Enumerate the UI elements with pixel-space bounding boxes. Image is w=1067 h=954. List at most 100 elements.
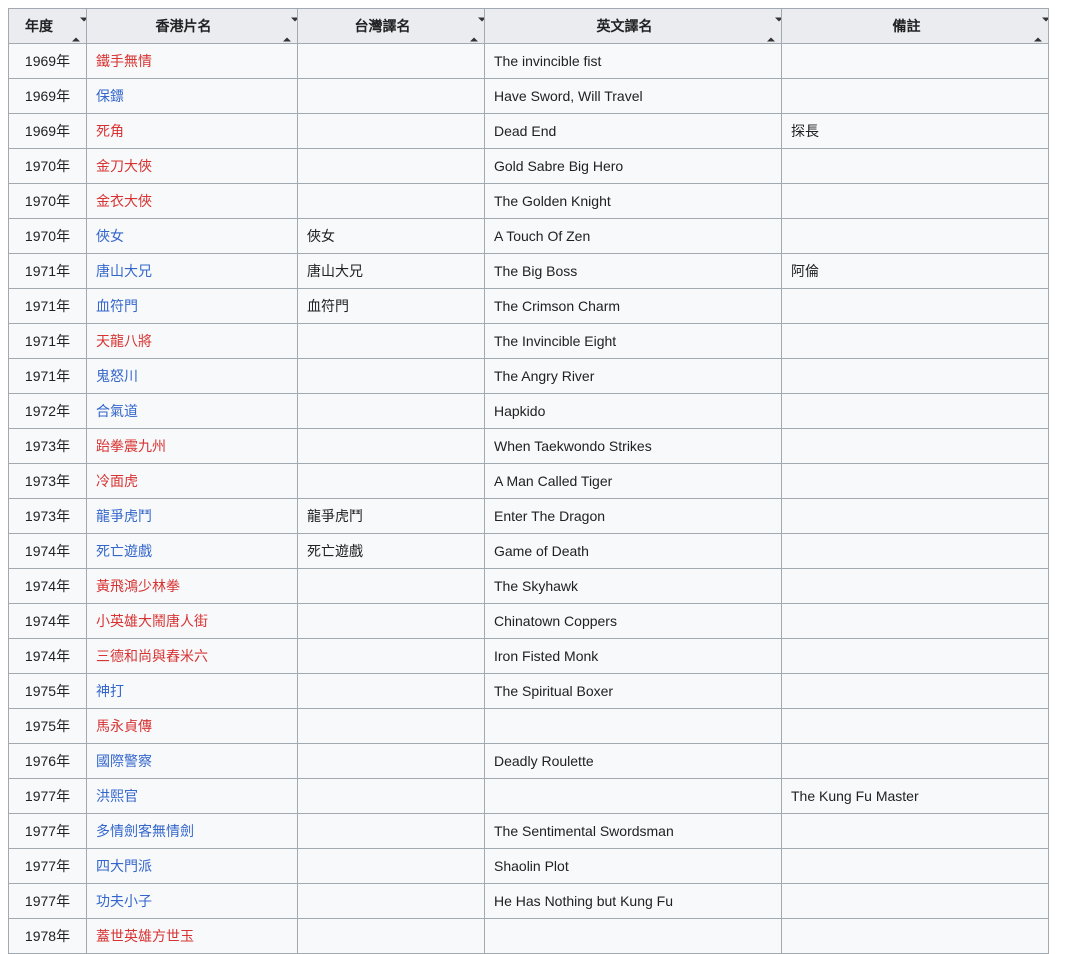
hk-title-cell: 三德和尚與舂米六 (86, 638, 298, 674)
year-cell: 1969年 (8, 43, 87, 79)
tw-title-cell (297, 43, 485, 79)
tw-title-cell (297, 883, 485, 919)
notes-cell (781, 498, 1049, 534)
hk-title-link[interactable]: 唐山大兄 (96, 263, 152, 279)
hk-title-link[interactable]: 龍爭虎鬥 (96, 508, 152, 524)
year-cell: 1970年 (8, 218, 87, 254)
en-title-cell (484, 708, 782, 744)
tw-title-cell (297, 183, 485, 219)
table-row: 1969年 死角 Dead End 探長 (8, 113, 1049, 149)
tw-title-cell: 俠女 (297, 218, 485, 254)
col-header-year[interactable]: 年度 (8, 8, 87, 44)
hk-title-link[interactable]: 神打 (96, 683, 124, 699)
year-cell: 1978年 (8, 918, 87, 954)
col-header-tw-title[interactable]: 台灣譯名 (297, 8, 485, 44)
table-row: 1970年 金刀大俠 Gold Sabre Big Hero (8, 148, 1049, 184)
en-title-cell (484, 918, 782, 954)
table-row: 1974年 黃飛鴻少林拳 The Skyhawk (8, 568, 1049, 604)
hk-title-link[interactable]: 馬永貞傳 (96, 718, 152, 734)
notes-cell (781, 533, 1049, 569)
table-row: 1977年 洪熙官 The Kung Fu Master (8, 778, 1049, 814)
col-header-notes[interactable]: 備註 (781, 8, 1049, 44)
en-title-cell: The Big Boss (484, 253, 782, 289)
tw-title-cell (297, 708, 485, 744)
en-title-cell: The Golden Knight (484, 183, 782, 219)
hk-title-cell: 洪熙官 (86, 778, 298, 814)
col-header-notes-label: 備註 (892, 18, 921, 34)
year-cell: 1969年 (8, 113, 87, 149)
hk-title-link[interactable]: 冷面虎 (96, 473, 138, 489)
table-body: 1969年 鐵手無情 The invincible fist 1969年 保鏢 Have … (8, 43, 1049, 954)
table-row: 1978年 蓋世英雄方世玉 (8, 918, 1049, 954)
hk-title-link[interactable]: 多情劍客無情劍 (96, 823, 194, 839)
hk-title-link[interactable]: 蓋世英雄方世玉 (96, 928, 194, 944)
en-title-cell: Shaolin Plot (484, 848, 782, 884)
hk-title-link[interactable]: 四大門派 (96, 858, 152, 874)
en-title-cell: Enter The Dragon (484, 498, 782, 534)
tw-title-cell (297, 743, 485, 779)
hk-title-link[interactable]: 金刀大俠 (96, 158, 152, 174)
hk-title-link[interactable]: 保鏢 (96, 88, 124, 104)
table-row: 1973年 冷面虎 A Man Called Tiger (8, 463, 1049, 499)
hk-title-link[interactable]: 鬼怒川 (96, 368, 138, 384)
hk-title-link[interactable]: 國際警察 (96, 753, 152, 769)
year-cell: 1977年 (8, 778, 87, 814)
hk-title-cell: 神打 (86, 673, 298, 709)
hk-title-link[interactable]: 洪熙官 (96, 788, 138, 804)
en-title-cell: A Man Called Tiger (484, 463, 782, 499)
notes-cell (781, 183, 1049, 219)
en-title-cell: The Skyhawk (484, 568, 782, 604)
col-header-hk-title[interactable]: 香港片名 (86, 8, 298, 44)
year-cell: 1970年 (8, 148, 87, 184)
hk-title-link[interactable]: 跆拳震九州 (96, 438, 166, 454)
hk-title-cell: 跆拳震九州 (86, 428, 298, 464)
header-row: 年度 香港片名 台灣譯名 英文譯名 備註 (8, 8, 1049, 44)
table-row: 1974年 小英雄大鬧唐人街 Chinatown Coppers (8, 603, 1049, 639)
year-cell: 1970年 (8, 183, 87, 219)
table-row: 1969年 鐵手無情 The invincible fist (8, 43, 1049, 79)
hk-title-cell: 冷面虎 (86, 463, 298, 499)
hk-title-link[interactable]: 俠女 (96, 228, 124, 244)
en-title-cell: Gold Sabre Big Hero (484, 148, 782, 184)
hk-title-cell: 俠女 (86, 218, 298, 254)
tw-title-cell: 血符門 (297, 288, 485, 324)
tw-title-cell (297, 148, 485, 184)
hk-title-link[interactable]: 死角 (96, 123, 124, 139)
col-header-en-title-label: 英文譯名 (596, 18, 653, 34)
col-header-en-title[interactable]: 英文譯名 (484, 8, 782, 44)
en-title-cell: The Spiritual Boxer (484, 673, 782, 709)
hk-title-link[interactable]: 金衣大俠 (96, 193, 152, 209)
notes-cell (781, 218, 1049, 254)
hk-title-link[interactable]: 小英雄大鬧唐人街 (96, 613, 208, 629)
notes-cell (781, 428, 1049, 464)
notes-cell (781, 148, 1049, 184)
notes-cell (781, 638, 1049, 674)
hk-title-cell: 鬼怒川 (86, 358, 298, 394)
hk-title-cell: 多情劍客無情劍 (86, 813, 298, 849)
en-title-cell: Chinatown Coppers (484, 603, 782, 639)
hk-title-cell: 蓋世英雄方世玉 (86, 918, 298, 954)
tw-title-cell (297, 813, 485, 849)
col-header-year-label: 年度 (25, 18, 53, 34)
hk-title-link[interactable]: 功夫小子 (96, 893, 152, 909)
en-title-cell: Have Sword, Will Travel (484, 78, 782, 114)
en-title-cell: Hapkido (484, 393, 782, 429)
hk-title-link[interactable]: 死亡遊戲 (96, 543, 152, 559)
year-cell: 1974年 (8, 568, 87, 604)
tw-title-cell (297, 323, 485, 359)
tw-title-cell: 死亡遊戲 (297, 533, 485, 569)
hk-title-cell: 金衣大俠 (86, 183, 298, 219)
year-cell: 1973年 (8, 498, 87, 534)
notes-cell (781, 568, 1049, 604)
hk-title-link[interactable]: 黃飛鴻少林拳 (96, 578, 180, 594)
hk-title-link[interactable]: 三德和尚與舂米六 (96, 648, 208, 664)
hk-title-link[interactable]: 天龍八將 (96, 333, 152, 349)
notes-cell: 阿倫 (781, 253, 1049, 289)
hk-title-link[interactable]: 鐵手無情 (96, 53, 152, 69)
hk-title-link[interactable]: 血符門 (96, 298, 138, 314)
hk-title-link[interactable]: 合氣道 (96, 403, 138, 419)
table-row: 1969年 保鏢 Have Sword, Will Travel (8, 78, 1049, 114)
col-header-hk-title-label: 香港片名 (155, 18, 212, 34)
hk-title-cell: 龍爭虎鬥 (86, 498, 298, 534)
hk-title-cell: 功夫小子 (86, 883, 298, 919)
